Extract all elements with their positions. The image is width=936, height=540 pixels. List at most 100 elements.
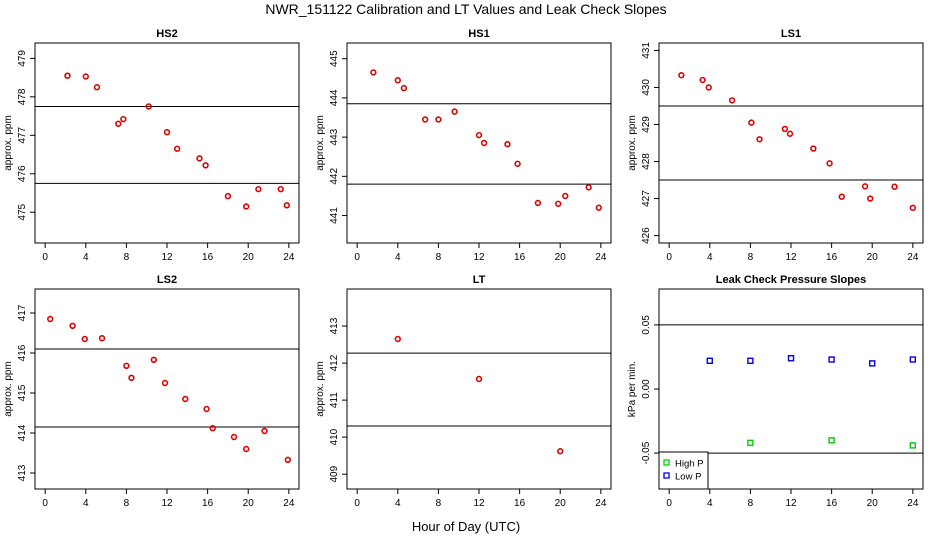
y-tick-label: 445 [329, 50, 340, 67]
data-point [861, 183, 869, 190]
x-tick-label: 12 [785, 252, 797, 263]
x-tick-label: 12 [473, 252, 485, 263]
y-tick-label: 431 [641, 42, 652, 59]
data-point [909, 442, 917, 449]
y-tick-label: 426 [641, 227, 652, 244]
x-tick-label: 8 [124, 252, 130, 263]
y-tick-label: 411 [329, 392, 340, 408]
data-point [163, 129, 171, 136]
data-point [534, 199, 542, 207]
chart-panel-0: HS2 0 4 8 12 16 20 24 475 476 477 478 479 approx. ppm [3, 28, 300, 263]
x-tick-label: 16 [826, 252, 838, 263]
data-point [230, 433, 238, 441]
x-tick-label: 16 [202, 498, 214, 509]
x-tick-label: 8 [748, 252, 754, 263]
y-tick-label: 0.00 [641, 379, 652, 399]
plot-frame [658, 42, 924, 244]
y-tick-label: 409 [329, 465, 340, 482]
data-point [747, 357, 754, 364]
x-tick-label: 8 [748, 498, 754, 509]
data-point [98, 335, 106, 342]
data-point [756, 136, 763, 143]
y-tick-label: 412 [329, 354, 340, 371]
y-tick-label: 429 [641, 116, 652, 133]
x-tick-label: 16 [514, 498, 526, 509]
y-tick-label: -0.05 [641, 441, 652, 464]
chart-panel-3: LS2 0 4 8 12 16 20 24 413 414 415 416 417 approx. ppm [3, 274, 300, 509]
x-tick-label: 4 [83, 252, 89, 263]
data-point [585, 184, 592, 191]
data-point [69, 322, 76, 329]
figure-title: NWR_151122 Calibration and LT Values and… [265, 1, 666, 17]
panel-title: HS1 [468, 28, 489, 40]
plot-frame [34, 288, 300, 490]
x-tick-label: 0 [666, 498, 672, 509]
data-point [786, 130, 794, 137]
data-point [475, 131, 483, 139]
y-tick-label: 442 [329, 168, 340, 185]
y-tick-label: 413 [329, 317, 340, 334]
plot-frame [34, 42, 300, 244]
panel-title: LS2 [157, 274, 177, 286]
chart-panel-4: LT 0 4 8 12 16 20 24 409 410 411 412 413 approx. ppm [315, 274, 612, 509]
y-axis-label: approx. ppm [3, 361, 14, 417]
data-point [93, 84, 101, 91]
x-tick-label: 4 [83, 498, 89, 509]
y-tick-label: 427 [641, 190, 652, 207]
data-point [747, 439, 754, 447]
data-point [909, 356, 917, 363]
data-point [82, 73, 89, 80]
y-tick-label: 0.05 [641, 315, 652, 335]
chart-panel-5: Leak Check Pressure Slopes 0 4 8 12 16 20 24 -0.… [627, 274, 924, 509]
data-point [828, 437, 835, 444]
x-tick-label: 0 [42, 498, 48, 509]
y-axis-label: approx. ppm [627, 115, 638, 171]
x-tick-label: 4 [395, 498, 401, 509]
data-point [255, 185, 262, 193]
data-point [47, 315, 54, 323]
data-point [394, 335, 401, 343]
y-tick-label: 428 [641, 153, 652, 170]
data-point [261, 427, 268, 435]
y-tick-label: 416 [17, 344, 28, 361]
x-tick-label: 24 [595, 252, 607, 263]
panel-title: LT [473, 274, 486, 286]
x-tick-label: 8 [124, 498, 130, 509]
y-tick-label: 476 [17, 165, 28, 182]
x-tick-label: 16 [514, 252, 526, 263]
chart-panel-1: HS1 0 4 8 12 16 20 24 441 442 443 444 445 approx. ppm [315, 28, 612, 263]
data-point [514, 160, 521, 167]
x-tick-label: 20 [555, 498, 567, 509]
data-point [81, 335, 88, 343]
data-point [475, 375, 483, 383]
y-tick-label: 478 [17, 88, 28, 105]
x-tick-label: 0 [354, 252, 360, 263]
legend-marker [663, 472, 670, 479]
x-tick-label: 16 [826, 498, 838, 509]
x-tick-label: 4 [707, 498, 713, 509]
data-point [504, 140, 511, 148]
y-tick-label: 475 [17, 203, 28, 220]
y-tick-label: 417 [17, 304, 28, 321]
data-point [869, 360, 876, 367]
figure-x-axis-label: Hour of Day (UTC) [412, 519, 520, 534]
data-point [562, 192, 569, 200]
data-point [145, 103, 152, 110]
data-point [150, 356, 158, 363]
x-tick-label: 12 [473, 498, 485, 509]
y-tick-label: 443 [329, 128, 340, 145]
x-tick-label: 8 [436, 252, 442, 263]
x-tick-label: 24 [283, 252, 295, 263]
x-tick-label: 12 [161, 498, 173, 509]
x-tick-label: 0 [42, 252, 48, 263]
x-tick-label: 24 [595, 498, 607, 509]
x-tick-label: 16 [202, 252, 214, 263]
data-point [891, 183, 898, 190]
x-tick-label: 24 [907, 252, 919, 263]
y-tick-label: 415 [17, 384, 28, 401]
data-point [678, 72, 685, 79]
y-axis-label: approx. ppm [3, 115, 14, 171]
y-axis-label: approx. ppm [315, 115, 326, 171]
data-point [128, 374, 135, 381]
data-point [161, 379, 169, 387]
